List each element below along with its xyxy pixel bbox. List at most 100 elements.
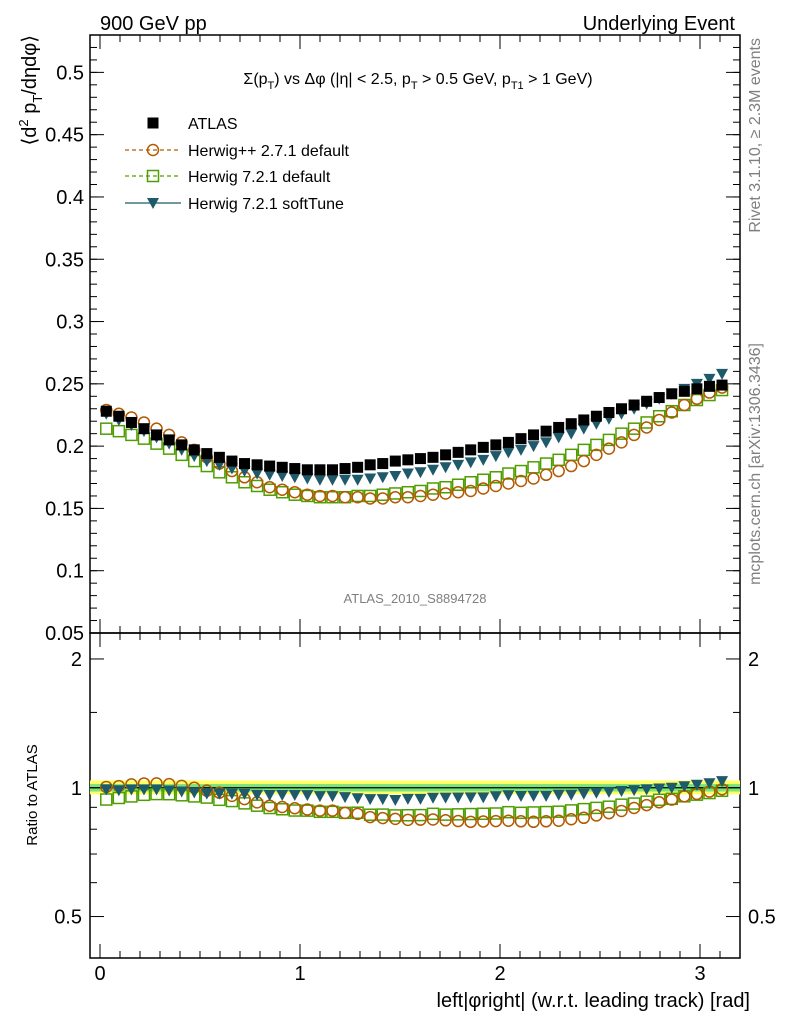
ratio-tick-label: 2 [71,649,82,671]
data-point [439,487,452,500]
data-point [364,473,377,485]
x-axis-ticks: 0 1 2 3 [94,35,741,985]
data-point [464,484,477,498]
ratio-point [690,779,703,791]
ratio-point [464,792,477,804]
data-point [352,461,364,473]
data-point [364,459,376,471]
ratio-point [665,793,679,806]
data-point [489,471,503,484]
ratio-point [275,800,289,814]
y-tick-label: 0.25 [45,374,84,396]
data-point [376,492,389,505]
data-point [263,483,276,496]
ratio-point [414,808,427,822]
data-point [464,476,477,489]
data-point [590,410,602,422]
legend: ATLAS Herwig++ 2.7.1 default Herwig 7.2.1 … [125,116,350,213]
data-point [250,479,264,493]
legend-label: ATLAS [188,116,238,133]
ratio-point [100,784,113,796]
ratio-point [540,790,553,802]
ratio-point [464,807,477,821]
data-point [389,487,402,500]
ratio-point [615,798,628,811]
data-point [201,448,213,460]
data-point [502,436,514,448]
data-point [376,472,389,484]
ratio-point [539,805,553,819]
series-3-main [100,368,729,486]
data-point [477,441,489,453]
ratio-point [401,793,414,805]
data-point [627,428,641,442]
data-point [326,489,339,503]
data-point [464,457,477,469]
ratio-point [238,788,251,800]
ratio-point [150,784,163,796]
data-point [539,457,553,470]
data-point [301,488,314,501]
data-point [313,474,326,486]
data-point [326,474,339,486]
legend-marker [146,169,160,183]
ratio-point [652,793,666,807]
data-point [602,442,616,455]
x-tick-label: 2 [494,963,505,985]
ratio-point [389,809,402,822]
ratio-point [602,806,616,820]
data-point [477,454,490,466]
ratio-point [514,815,528,828]
ratio-point [640,795,653,808]
y-tick-label: 0.35 [45,249,84,271]
ratio-point [389,795,402,807]
ratio-point [552,814,565,828]
ratio-point [451,814,465,828]
data-point [440,449,452,461]
data-point [188,444,200,456]
data-point [314,464,326,476]
ratio-point [577,788,590,800]
data-point [615,427,628,440]
data-point [716,368,729,380]
y-tick-label: 0.3 [56,312,84,334]
data-point [376,488,389,501]
ratio-point [502,814,515,827]
ratio-point [502,805,515,819]
ratio-point [564,804,578,817]
data-point [288,485,302,499]
data-point [251,459,263,471]
data-point [602,433,616,447]
legend-label: Herwig 7.2.1 default [188,169,331,186]
ratio-point [615,786,628,798]
data-point [590,448,603,462]
data-point [251,468,264,480]
ratio-point [301,803,314,816]
ratio-point [514,791,527,803]
data-point [552,432,565,444]
data-point [716,379,728,391]
data-point [125,428,138,442]
data-point [477,482,490,495]
data-point [552,464,565,478]
ratio-point [301,790,314,802]
data-point [703,380,715,392]
data-point [465,444,477,456]
data-point [100,405,112,417]
ratio-point [225,788,238,800]
data-point [565,428,578,440]
data-point [264,460,276,472]
ratio-point [489,814,503,828]
data-point [527,441,540,453]
ratio-point [527,806,540,819]
ratio-point [514,806,528,820]
ratio-point [188,787,201,799]
ratio-point [338,806,352,820]
ratio-tick-label-right: 0.5 [748,907,776,929]
ratio-point [590,787,603,799]
ratio-point [640,784,653,796]
data-point [401,485,415,499]
data-point [339,463,351,475]
data-point [540,425,552,437]
data-point [426,488,440,501]
